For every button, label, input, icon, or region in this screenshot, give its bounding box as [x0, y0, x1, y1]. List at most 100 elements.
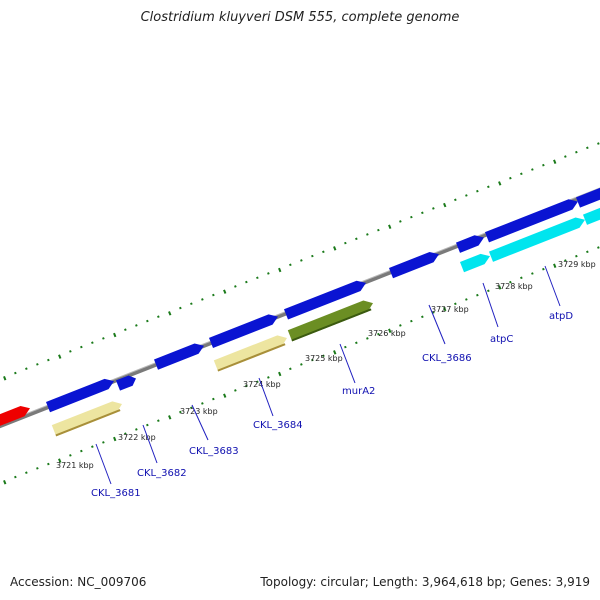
- tick-mark: [245, 280, 248, 284]
- tick-mark: [14, 475, 17, 479]
- tick-mark: [333, 246, 337, 251]
- position-label: 3722 kbp: [118, 433, 156, 442]
- tick-mark: [179, 410, 182, 414]
- tick-mark: [58, 354, 62, 359]
- tick-mark: [289, 263, 292, 267]
- tick-mark: [91, 445, 94, 449]
- tick-mark: [102, 337, 105, 340]
- tick-mark: [168, 311, 172, 316]
- position-label: 3727 kbp: [431, 305, 469, 314]
- tick-mark: [267, 272, 270, 275]
- tick-mark: [113, 332, 117, 338]
- tick-mark: [278, 371, 282, 377]
- tick-mark: [597, 142, 600, 145]
- gene-label-leader: [95, 443, 112, 485]
- tick-mark: [201, 402, 204, 405]
- tick-mark: [58, 458, 62, 463]
- gene-red: [0, 406, 31, 428]
- tick-mark: [366, 233, 369, 236]
- tick-mark: [355, 237, 358, 241]
- tick-mark: [476, 293, 479, 297]
- tick-mark: [212, 397, 215, 401]
- tick-mark: [443, 306, 447, 312]
- gene-label: atpC: [490, 334, 513, 345]
- gene-label: CKL_3686: [422, 353, 472, 364]
- gene-atpc-lower: [459, 253, 491, 273]
- tick-mark: [278, 267, 282, 273]
- tick-mark: [212, 293, 215, 297]
- gene-ckl3684-lower: [213, 335, 288, 372]
- tick-mark: [597, 246, 600, 249]
- gene-label-leader: [482, 282, 499, 328]
- gene-atpd-lower-shape: [488, 217, 586, 262]
- inner-tick-marks: [3, 246, 600, 485]
- genome-summary-label: Topology: circular; Length: 3,964,618 bp…: [260, 575, 590, 589]
- tick-mark: [498, 285, 502, 290]
- tick-mark: [509, 280, 512, 284]
- tick-mark: [443, 202, 447, 208]
- tick-mark: [322, 354, 325, 358]
- tick-mark: [36, 467, 39, 470]
- gene-atpc-forward: [455, 235, 485, 253]
- tick-mark: [135, 324, 138, 327]
- tick-mark: [454, 302, 457, 306]
- tick-mark: [465, 298, 468, 301]
- gene-label-leader: [191, 404, 209, 441]
- tick-mark: [80, 345, 83, 349]
- tick-mark: [520, 276, 523, 280]
- tick-mark: [36, 363, 39, 366]
- tick-mark: [421, 211, 424, 215]
- gene-atpd-lower: [488, 217, 586, 262]
- gene-mura2-lower-shape: [287, 300, 374, 342]
- tick-mark: [432, 207, 435, 210]
- gene-label-leader: [544, 265, 561, 307]
- tick-mark: [399, 324, 402, 327]
- tick-mark: [388, 328, 392, 333]
- tick-mark: [355, 341, 358, 345]
- gene-label-leader: [339, 343, 356, 384]
- gene-ckl3684-forward: [208, 314, 279, 349]
- tick-mark: [366, 337, 369, 340]
- gene-mura2-lower-shadow: [291, 308, 372, 342]
- gene-ckl3683-forward: [153, 343, 204, 370]
- gene-label: atpD: [549, 311, 573, 322]
- tick-mark: [564, 155, 567, 158]
- tick-mark: [564, 259, 567, 262]
- gene-mura2-forward: [283, 280, 367, 320]
- tick-mark: [234, 285, 237, 288]
- gene-label: murA2: [342, 386, 375, 397]
- tick-mark: [520, 172, 523, 176]
- tick-mark: [487, 185, 490, 189]
- gene-label: CKL_3682: [137, 468, 187, 479]
- tick-mark: [333, 350, 337, 355]
- gene-edge-forward: [575, 187, 600, 208]
- gene-ckl3681-forward-shape: [45, 378, 114, 413]
- tick-mark: [300, 259, 303, 262]
- gene-edge-lower-shape: [582, 207, 600, 225]
- tick-mark: [3, 480, 7, 485]
- gene-edge-forward-shape: [575, 187, 600, 208]
- tick-mark: [14, 371, 17, 375]
- tick-mark: [377, 228, 380, 232]
- gene-mura2-forward-shape: [283, 280, 367, 320]
- tick-mark: [432, 311, 435, 314]
- gene-ckl3681-forward: [45, 378, 114, 413]
- tick-mark: [69, 454, 72, 457]
- tick-mark: [553, 159, 557, 165]
- gene-ckl3684-forward-shape: [208, 314, 279, 349]
- gene-ckl3681-lower-shadow: [55, 409, 121, 437]
- gene-ckl3686-forward: [388, 251, 439, 279]
- gene-mura2-lower: [287, 300, 374, 342]
- gene-atpd-forward-shape: [484, 199, 579, 243]
- tick-mark: [245, 384, 248, 388]
- tick-mark: [124, 432, 127, 436]
- tick-mark: [69, 350, 72, 353]
- tick-mark: [509, 176, 512, 180]
- tick-mark: [487, 289, 490, 293]
- tick-mark: [25, 367, 28, 370]
- tick-mark: [553, 263, 557, 269]
- gene-edge-lower: [582, 207, 600, 225]
- tick-mark: [388, 224, 392, 229]
- outer-tick-marks: [3, 142, 600, 381]
- tick-mark: [575, 150, 578, 154]
